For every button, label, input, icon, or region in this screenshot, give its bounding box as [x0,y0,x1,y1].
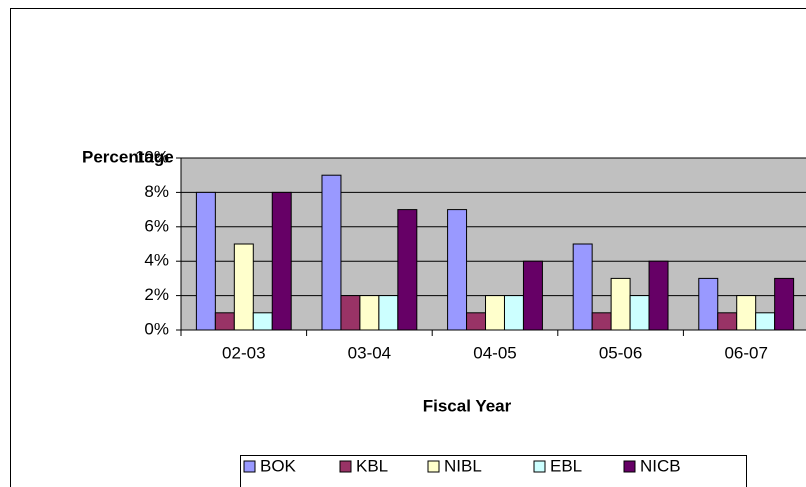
legend-label: BOK [260,456,297,475]
x-tick-label: 06-07 [724,343,767,362]
legend-box [240,455,747,487]
y-tick-label: 2% [144,285,169,304]
bar [195,191,216,331]
y-tick-label: 6% [144,216,169,235]
bar [774,277,795,331]
bar [755,312,776,331]
bar [214,312,235,331]
bar [252,312,273,331]
bar [522,260,543,331]
x-tick-label: 02-03 [222,343,265,362]
y-tick-label: 4% [144,251,169,270]
bar [233,243,254,331]
bar [340,295,361,331]
legend-label: EBL [550,456,582,475]
legend-swatch [243,460,256,473]
bar [629,295,650,331]
bar [466,312,487,331]
x-tick-label: 04-05 [473,343,516,362]
bar [648,260,669,331]
legend-label: KBL [356,456,388,475]
legend-swatch [427,460,440,473]
y-tick-label: 0% [144,319,169,338]
bar [359,295,380,331]
bar [378,295,399,331]
bar [717,312,738,331]
bar [447,209,468,331]
legend-label: NICB [640,456,681,475]
x-tick-label: 03-04 [348,343,391,362]
bar [271,191,292,331]
bar [572,243,593,331]
bar [485,295,505,331]
x-axis-title: Fiscal Year [423,396,512,415]
bar [397,209,418,331]
legend-swatch [623,460,636,473]
y-tick-label: 10% [135,147,169,166]
bar [698,277,719,331]
legend-label: NIBL [444,456,482,475]
bar [591,312,612,331]
bar [736,295,757,331]
bar [610,277,631,331]
legend-swatch [339,460,352,473]
x-tick-label: 05-06 [599,343,642,362]
y-axis-title: Percentage [82,147,174,166]
y-tick-label: 8% [144,182,169,201]
bar [321,174,342,331]
bar [503,295,524,331]
legend-swatch [533,460,546,473]
